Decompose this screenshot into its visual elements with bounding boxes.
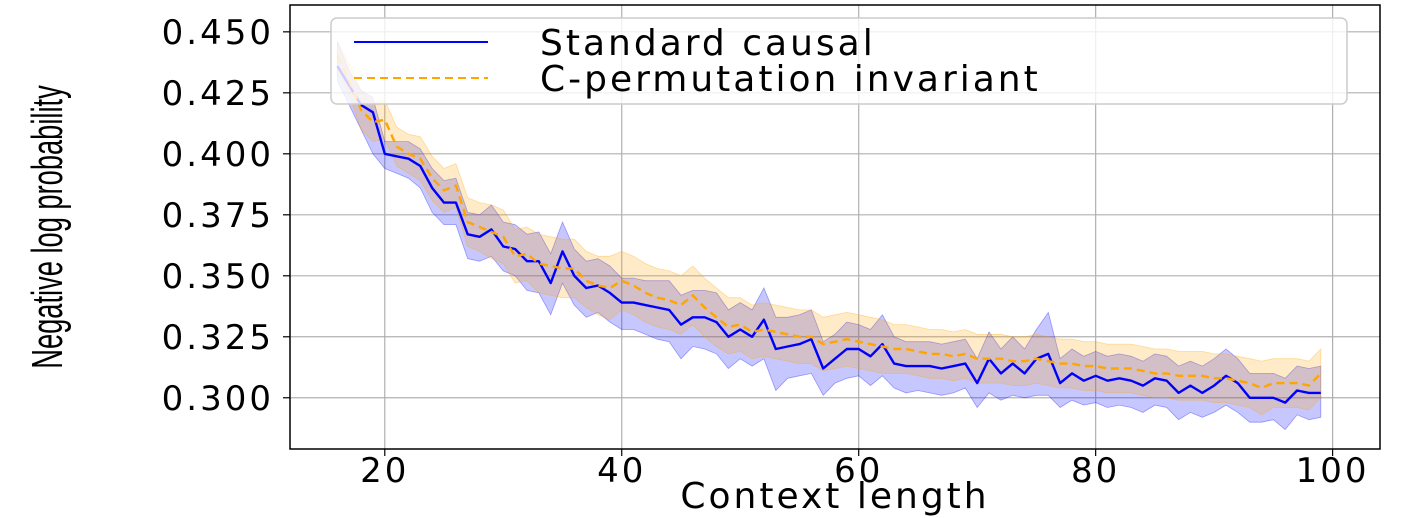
plot-area-frame [289, 4, 1381, 450]
y-tick-label: 0.350 [162, 257, 274, 297]
x-axis-label: Context length [680, 476, 989, 517]
band-series-0 [336, 41, 1322, 431]
line-series-1 [336, 55, 1322, 390]
legend-label-standard-causal: Standard causal [540, 23, 876, 64]
series-lines [336, 55, 1322, 404]
x-tick-label: 100 [1296, 451, 1370, 491]
y-tick-label: 0.450 [162, 13, 274, 53]
x-tick-label: 20 [360, 451, 409, 491]
x-tick-label: 60 [834, 451, 883, 491]
legend-label-c-permutation-invariant: C-permutation invariant [540, 59, 1041, 100]
x-tick-label: 40 [597, 451, 646, 491]
y-tick-label: 0.400 [162, 135, 274, 175]
line-series-0 [336, 65, 1321, 404]
y-tick-label: 0.300 [162, 379, 274, 419]
legend-box [330, 17, 1348, 105]
y-axis-label: Negative log probability [22, 85, 71, 369]
y-tick-label: 0.425 [162, 74, 274, 114]
legend: Standard causal C-permutation invariant [330, 17, 1348, 105]
y-tick-label: 0.375 [162, 196, 274, 236]
x-tick-label: 80 [1071, 451, 1120, 491]
y-tick-label: 0.325 [162, 318, 274, 358]
axis-ticks: 20 40 60 80 100 0.300 0.325 0.350 0.375 0.400 0.42… [162, 13, 1370, 491]
